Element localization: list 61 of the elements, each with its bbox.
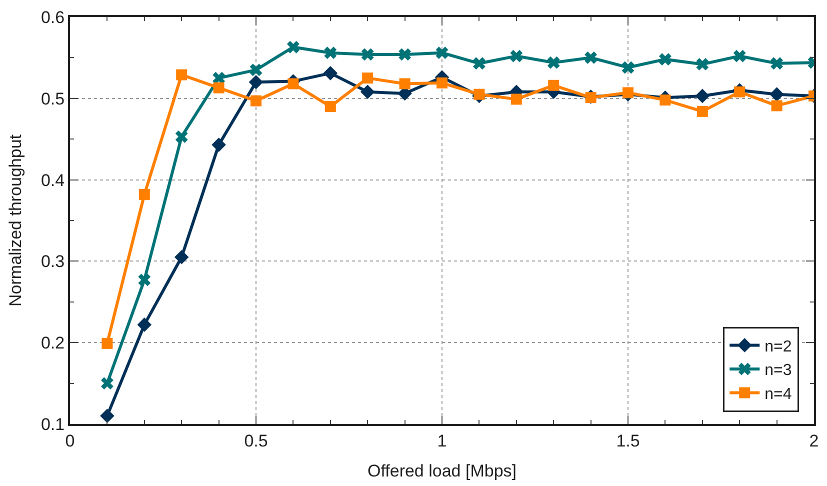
point (770, 87, 784, 102)
x-tick-label: 1.5 (616, 431, 640, 450)
point (398, 48, 412, 61)
x-axis-title: Offered load [Mbps] (368, 461, 516, 480)
point (213, 82, 224, 94)
point (288, 78, 299, 90)
point (660, 94, 671, 106)
x-tick-label: 1 (437, 431, 447, 450)
point (174, 250, 189, 264)
point (212, 138, 226, 152)
point (138, 274, 151, 286)
point (399, 78, 410, 90)
point (658, 53, 672, 66)
point (547, 56, 560, 69)
y-tick-label: 0.1 (40, 414, 65, 434)
point (695, 88, 710, 104)
point (286, 40, 300, 54)
y-tick-label: 0.6 (40, 8, 65, 27)
point (510, 50, 523, 62)
y-tick-label: 0.2 (40, 334, 65, 353)
point (100, 408, 114, 424)
point (138, 188, 150, 200)
point (100, 377, 114, 390)
point (436, 46, 448, 60)
point (696, 58, 709, 70)
y-axis-title: Normalized throughput (6, 134, 26, 306)
point (585, 92, 596, 104)
point (734, 86, 746, 98)
x-tick-label: 0.5 (244, 431, 268, 450)
point (250, 95, 262, 106)
y-tick-label: 0.4 (40, 170, 65, 190)
point (733, 50, 746, 62)
legend-label: n=2 (764, 338, 792, 356)
point (436, 77, 448, 88)
point (176, 69, 188, 80)
legend-label: n=4 (764, 386, 792, 404)
point (548, 80, 560, 91)
point (250, 64, 262, 76)
point (622, 61, 634, 74)
point (323, 66, 338, 80)
legend-label: n=3 (764, 362, 792, 380)
point (472, 57, 486, 70)
point (771, 100, 782, 112)
point (770, 57, 784, 70)
x-tick-label: 2 (809, 431, 819, 450)
point (360, 84, 375, 100)
point (137, 318, 152, 332)
point (324, 46, 337, 60)
point (324, 101, 336, 112)
x-tick-label: 0 (65, 431, 75, 450)
point (102, 338, 113, 349)
point (175, 130, 188, 143)
point (622, 87, 634, 98)
point (361, 48, 374, 61)
point (362, 72, 374, 84)
point (510, 94, 522, 105)
y-tick-label: 0.3 (40, 252, 65, 272)
point (248, 74, 264, 90)
point (696, 106, 708, 117)
point (584, 51, 598, 64)
y-tick-label: 0.5 (40, 89, 65, 108)
